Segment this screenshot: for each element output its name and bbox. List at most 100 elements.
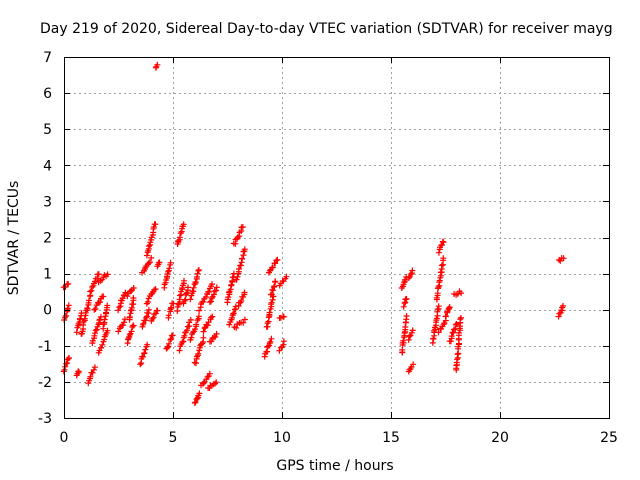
data-point (97, 299, 103, 306)
data-point (166, 265, 173, 272)
data-point (235, 266, 242, 272)
data-point (276, 347, 283, 354)
data-point (194, 270, 201, 277)
data-point (176, 347, 183, 354)
data-point (142, 264, 149, 271)
data-point (168, 305, 175, 311)
data-point (148, 254, 155, 261)
data-point (410, 361, 417, 368)
data-point (400, 337, 407, 344)
data-point (167, 336, 174, 343)
data-point (181, 277, 187, 284)
data-point (560, 302, 566, 309)
data-point (116, 304, 123, 311)
data-point (85, 297, 92, 304)
data-point (273, 257, 280, 264)
data-point (213, 330, 220, 337)
data-point (183, 327, 190, 334)
data-point (239, 255, 246, 262)
data-point (269, 264, 276, 271)
data-point (104, 271, 111, 278)
data-point (165, 312, 172, 319)
data-point (103, 309, 109, 316)
data-point (239, 224, 246, 230)
data-point (195, 350, 202, 357)
data-point (241, 289, 248, 296)
data-point (560, 255, 567, 262)
data-points (60, 61, 567, 406)
data-point (194, 395, 201, 402)
data-point (126, 314, 133, 320)
data-point (458, 290, 465, 297)
x-tick-labels: 0 5 10 15 20 25 (60, 430, 618, 446)
data-point (166, 340, 172, 347)
data-point (407, 271, 414, 278)
data-point (130, 285, 137, 291)
data-point (146, 243, 152, 250)
x-tick-label: 0 (60, 430, 69, 446)
data-point (91, 306, 98, 313)
data-point (92, 278, 99, 285)
data-point (152, 286, 159, 293)
y-tick-label: 4 (43, 158, 52, 174)
data-point (91, 364, 98, 371)
data-point (267, 338, 274, 345)
data-point (144, 341, 151, 348)
data-point (152, 221, 159, 228)
data-point (99, 341, 106, 348)
data-point (268, 335, 275, 342)
data-point (448, 333, 455, 340)
data-point (143, 314, 150, 321)
data-point (208, 298, 214, 305)
data-point (75, 369, 82, 375)
data-point (185, 284, 191, 291)
data-point (238, 298, 245, 304)
data-point (440, 321, 447, 328)
data-point (170, 300, 177, 307)
data-point (126, 331, 133, 338)
data-point (447, 338, 454, 345)
data-point (73, 329, 80, 336)
data-point (200, 379, 207, 386)
data-point (435, 284, 442, 290)
data-point (458, 314, 464, 321)
data-point (453, 321, 460, 327)
data-point (193, 321, 200, 328)
y-tick-label: 6 (43, 86, 52, 102)
data-point (144, 299, 151, 305)
data-point (177, 292, 184, 299)
x-tick-label: 15 (382, 430, 400, 446)
data-point (149, 315, 156, 322)
data-point (206, 370, 213, 377)
data-point (121, 319, 127, 326)
data-point (100, 293, 107, 300)
data-point (206, 289, 213, 295)
data-point (88, 287, 95, 294)
data-point (196, 307, 203, 314)
data-point (179, 339, 186, 346)
data-point (454, 351, 461, 358)
data-point (101, 316, 108, 323)
data-point (446, 304, 453, 311)
data-point (435, 249, 442, 256)
data-point (89, 284, 96, 290)
data-point (190, 284, 197, 291)
data-point (192, 279, 199, 285)
data-point (555, 313, 562, 320)
x-tick-label: 5 (169, 430, 178, 446)
data-point (91, 330, 98, 337)
data-point (180, 300, 187, 307)
data-point (181, 332, 188, 339)
data-point (225, 294, 232, 301)
x-tick-label: 25 (600, 430, 618, 446)
data-point (266, 309, 273, 316)
x-tick-label: 20 (491, 430, 509, 446)
data-point (204, 322, 211, 329)
data-point (184, 289, 190, 296)
data-point (228, 281, 235, 288)
data-point (213, 379, 220, 386)
data-point (122, 289, 129, 296)
y-tick-label: -1 (38, 339, 52, 355)
data-point (449, 329, 456, 336)
